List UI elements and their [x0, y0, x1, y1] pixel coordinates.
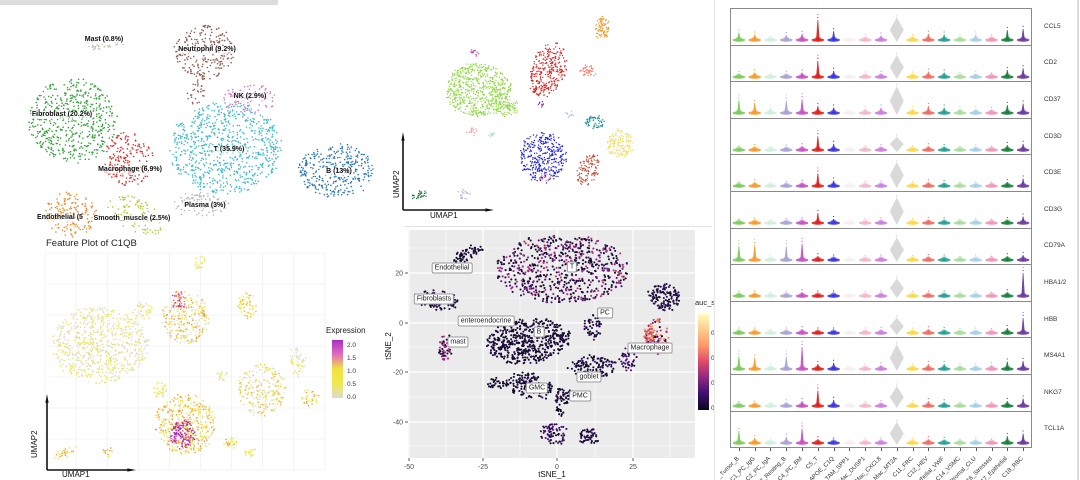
gene-label: HBB	[1044, 315, 1058, 323]
cluster-label: Smooth_muscle (2.5%)	[92, 215, 172, 223]
violin-x-tick	[896, 448, 898, 451]
auc-tick-label: 0.2	[711, 355, 714, 362]
violin-x-tick	[802, 448, 804, 451]
feature-plot-title: Feature Plot of C1QB	[46, 238, 137, 249]
violin-row-plot	[732, 51, 1030, 79]
violin-row-plot	[732, 130, 1030, 152]
gene-label: TCL1A	[1044, 425, 1065, 433]
feature-plot	[44, 252, 326, 472]
violin-facet-row	[730, 264, 1032, 302]
violin-x-tick	[833, 448, 835, 451]
gene-label: NKG7	[1044, 388, 1062, 396]
cluster-label: Fibroblast (20.2%)	[30, 111, 94, 119]
gene-label: CD3G	[1044, 205, 1063, 213]
violin-x-tick	[1023, 448, 1025, 451]
top-left-strip	[0, 0, 278, 5]
gene-label: CD79A	[1044, 242, 1065, 250]
gene-label: HBA1/2	[1044, 279, 1067, 286]
cluster-label: T (35.9%)	[212, 146, 246, 154]
cluster-label: NK (2.9%)	[232, 93, 268, 101]
auc-legend-title: auc_sc	[695, 298, 714, 307]
violin-x-tick	[849, 448, 851, 451]
violin-x-tick	[1007, 448, 1009, 451]
gene-label: MS4A1	[1044, 352, 1066, 360]
cluster-label: Mast (0.8%)	[83, 36, 125, 44]
gene-label: CD3E	[1044, 169, 1062, 177]
violin-row-plot	[732, 14, 1030, 42]
right-edge-strip	[1077, 0, 1079, 480]
violin-row-plot	[732, 267, 1030, 299]
cluster-label: Endothelial (5	[36, 214, 84, 222]
violin-facet-row	[730, 300, 1032, 339]
expression-tick-label: 2.0	[347, 342, 357, 349]
auc-tick-label: 0.0	[711, 405, 714, 412]
violin-row-plot	[732, 418, 1030, 445]
violin-x-tick	[865, 448, 867, 451]
gene-label: CCL5	[1044, 22, 1061, 30]
cluster-label: Macrophage (6.9%)	[97, 166, 163, 174]
violin-panel: CCL5 CD2 CD37 CD3D CD3E CD3G CD79A HBA1/2 HBB MS4…	[720, 0, 1080, 480]
violin-x-tick	[738, 448, 740, 451]
umap-celltypes-labels: Mast (0.8%) Neutrophil (9.2%) NK (2.9%) Fib…	[0, 0, 380, 245]
violin-x-tick	[928, 448, 930, 451]
violin-x-tick	[770, 448, 772, 451]
gene-label: CD3D	[1044, 132, 1062, 140]
violin-facet-row	[730, 191, 1032, 229]
auc-tick-label: 0.3	[711, 330, 714, 337]
violin-x-tick	[817, 448, 819, 451]
violin-facet-row	[730, 154, 1032, 192]
violin-facet-row	[730, 410, 1032, 449]
expression-tick-label: 1.0	[347, 368, 357, 375]
violin-x-tick	[881, 448, 882, 451]
gene-label: CD37	[1044, 96, 1061, 103]
violin-row-plot	[732, 311, 1030, 335]
violin-x-tick	[944, 448, 946, 451]
expression-tick-label: 1.5	[347, 355, 357, 362]
umap2-x-axis-label: UMAP1	[430, 211, 458, 220]
violin-x-tick	[975, 448, 977, 451]
violin-x-tick	[786, 448, 788, 451]
violin-facet-row	[730, 8, 1032, 46]
umap2-y-axis-label: UMAP2	[392, 170, 401, 198]
violin-facet-row	[730, 337, 1032, 375]
expression-colorbar	[332, 340, 343, 398]
violin-facet-row	[730, 227, 1032, 266]
feature-y-axis-label: UMAP2	[30, 430, 39, 458]
auc-tick-label: 0.1	[711, 380, 714, 387]
violin-row-plot	[732, 159, 1030, 189]
panel-divider	[714, 0, 715, 480]
auc-score-legend: auc_sc 0.3 0.2 0.1 0.0	[695, 298, 714, 423]
expression-legend-title: Expression	[326, 326, 366, 335]
violin-x-tick	[991, 448, 993, 451]
expression-tick-label: 0.5	[347, 381, 357, 388]
violin-facet-row	[730, 374, 1032, 412]
cluster-label: B (13%)	[325, 168, 353, 176]
violin-row-plot	[732, 233, 1030, 262]
violin-facet-row	[730, 117, 1032, 156]
cluster-label: Neutrophil (9.2%)	[177, 46, 237, 54]
violin-row-plot	[732, 83, 1030, 116]
feature-x-axis-label: UMAP1	[62, 470, 90, 479]
expression-legend: Expression 2.0 1.5 1.0 0.5 0.0	[326, 326, 380, 420]
violin-x-tick	[912, 448, 914, 451]
expression-tick-label: 0.0	[347, 394, 357, 401]
umap-samples-plot	[401, 15, 635, 212]
middle-divider	[405, 226, 712, 227]
violin-x-tick	[754, 448, 756, 451]
violin-row-plot	[732, 194, 1030, 225]
violin-row-plot	[732, 341, 1030, 372]
violin-row-plot	[732, 383, 1030, 408]
gene-label: CD2	[1044, 59, 1058, 67]
cluster-label: Plasma (3%)	[183, 202, 227, 210]
violin-facet-row	[730, 44, 1032, 83]
violin-x-tick	[959, 448, 961, 451]
auc-colorbar	[698, 314, 709, 410]
violin-facet-row	[730, 81, 1032, 119]
